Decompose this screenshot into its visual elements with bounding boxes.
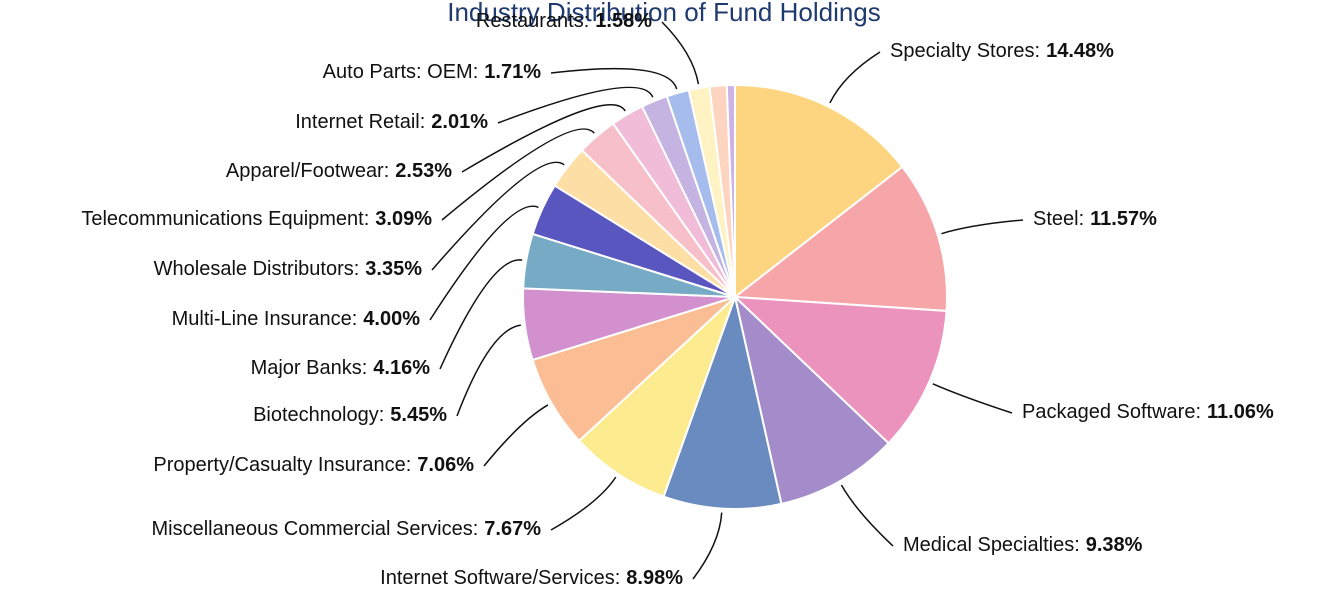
pie-slice	[577, 296, 736, 498]
leader-line	[661, 21, 700, 85]
leader-line	[840, 484, 894, 547]
value-label: 3.09%	[375, 208, 432, 230]
pie-slice	[734, 83, 904, 300]
slice-label: Wholesale Distributors: 3.35%	[154, 258, 423, 280]
leader-line	[497, 86, 654, 124]
pie-slice	[733, 294, 890, 506]
value-label: 4.00%	[363, 308, 420, 330]
value-label: 1.58%	[595, 10, 652, 32]
value-label: 4.16%	[373, 357, 430, 379]
value-label: 11.57%	[1090, 208, 1157, 230]
value-label: 7.06%	[417, 454, 474, 476]
leader-line	[829, 51, 881, 104]
slice-label: Property/Casualty Insurance: 7.06%	[153, 454, 474, 476]
category-label: Wholesale Distributors:	[154, 258, 360, 280]
chart-title: Industry Distribution of Fund Holdings	[447, 0, 881, 27]
pie-slice	[662, 293, 783, 510]
category-label: Multi-Line Insurance:	[172, 308, 358, 330]
pie-slice	[732, 165, 948, 313]
slice-label: Packaged Software: 11.06%	[1022, 401, 1274, 423]
category-label: Specialty Stores:	[890, 40, 1040, 62]
slice-label: Restaurants: 1.58%	[476, 10, 652, 32]
category-label: Packaged Software:	[1022, 401, 1201, 423]
leader-line	[431, 161, 565, 271]
slice-label: Specialty Stores: 14.48%	[890, 40, 1114, 62]
slice-label: Apparel/Footwear: 2.53%	[226, 160, 452, 182]
category-label: Auto Parts: OEM:	[323, 61, 479, 83]
leader-line	[441, 128, 595, 221]
leader-line	[439, 259, 523, 370]
value-label: 8.98%	[626, 567, 683, 589]
leader-line	[692, 512, 723, 580]
slice-label: Medical Specialties: 9.38%	[903, 534, 1143, 556]
category-label: Steel:	[1033, 208, 1084, 230]
slice-label: Telecommunications Equipment: 3.09%	[81, 208, 432, 230]
category-label: Internet Retail:	[295, 111, 425, 133]
category-label: Property/Casualty Insurance:	[153, 454, 411, 476]
pie-slice	[725, 83, 736, 298]
leader-line	[941, 219, 1024, 235]
category-label: Medical Specialties:	[903, 534, 1080, 556]
slice-label: Multi-Line Insurance: 4.00%	[172, 308, 421, 330]
category-label: Internet Software/Services:	[380, 567, 620, 589]
value-label: 2.53%	[395, 160, 452, 182]
slice-label: Major Banks: 4.16%	[251, 357, 431, 379]
value-label: 11.06%	[1207, 401, 1274, 423]
value-label: 9.38%	[1086, 534, 1143, 556]
category-label: Telecommunications Equipment:	[81, 208, 369, 230]
value-label: 5.45%	[390, 404, 447, 426]
leader-line	[429, 205, 539, 321]
slice-label: Auto Parts: OEM: 1.71%	[323, 61, 542, 83]
slice-label: Internet Retail: 2.01%	[295, 111, 488, 133]
category-label: Apparel/Footwear:	[226, 160, 389, 182]
slice-label: Miscellaneous Commercial Services: 7.67%	[152, 518, 542, 540]
category-label: Miscellaneous Commercial Services:	[152, 518, 479, 540]
slice-label: Steel: 11.57%	[1033, 208, 1157, 230]
value-label: 7.67%	[484, 518, 541, 540]
pie-slice	[732, 295, 948, 445]
leader-line	[461, 104, 626, 173]
category-label: Biotechnology:	[253, 404, 384, 426]
leader-line	[550, 67, 678, 90]
leader-line	[932, 383, 1013, 414]
leader-line	[483, 404, 549, 467]
slice-label: Internet Software/Services: 8.98%	[380, 567, 683, 589]
category-label: Major Banks:	[251, 357, 368, 379]
value-label: 1.71%	[484, 61, 541, 83]
leader-line	[456, 324, 521, 417]
value-label: 2.01%	[431, 111, 488, 133]
leader-line	[550, 476, 617, 531]
slice-label: Biotechnology: 5.45%	[253, 404, 447, 426]
value-label: 3.35%	[365, 258, 422, 280]
value-label: 14.48%	[1046, 40, 1114, 62]
category-label: Restaurants:	[476, 10, 589, 32]
